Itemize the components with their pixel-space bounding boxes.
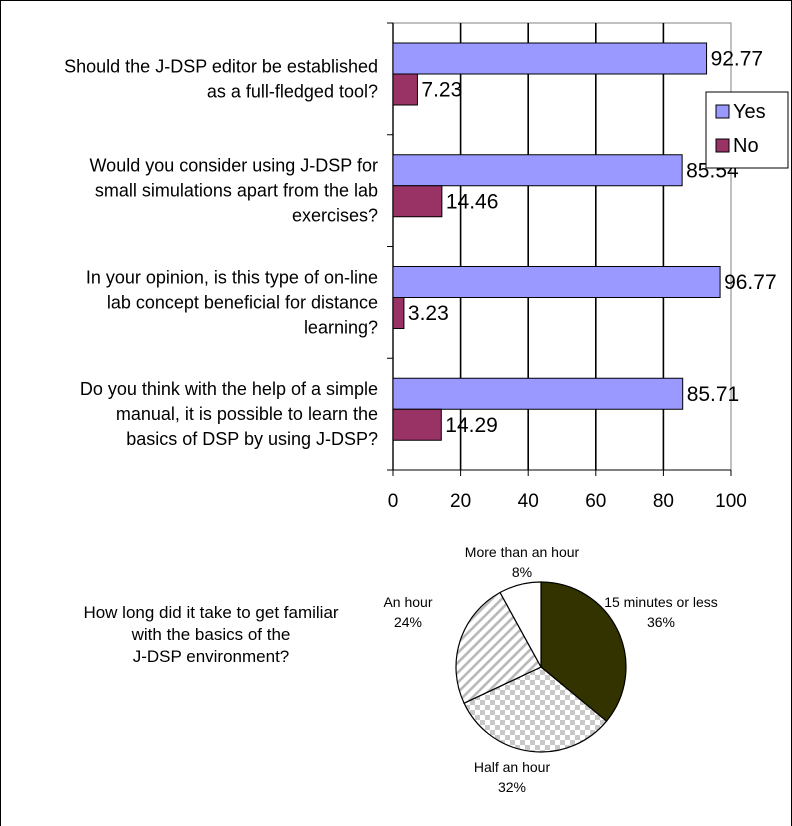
pie-slice — [455, 591, 542, 704]
x-tick-label: 60 — [585, 491, 606, 512]
pie-slice-percent: 8% — [512, 564, 532, 580]
pie-slice-percent: 36% — [647, 614, 675, 630]
category-label-line: manual, it is possible to learn the — [116, 404, 378, 424]
legend-swatch-yes — [715, 104, 730, 119]
data-label-yes: 92.77 — [711, 48, 764, 71]
category-label-line: learning? — [304, 317, 378, 337]
category-label: Do you think with the help of a simple ma… — [80, 379, 378, 449]
legend-label-no: No — [733, 135, 759, 157]
bar-yes — [392, 266, 721, 298]
category-label-line: Would you consider using J-DSP for — [90, 156, 378, 176]
category-label: In your opinion, is this type of on-line… — [86, 267, 378, 337]
data-label-no: 3.23 — [408, 302, 449, 325]
data-label-no: 14.29 — [445, 414, 498, 437]
pie-slice-name: More than an hour — [465, 544, 580, 560]
category-label-line: basics of DSP by using J-DSP? — [126, 429, 378, 449]
bar-yes — [392, 377, 684, 410]
pie-question-line: with the basics of the — [131, 625, 291, 644]
category-label-line: Do you think with the help of a simple — [80, 379, 378, 399]
x-tick-label: 0 — [388, 491, 399, 512]
x-tick-label: 40 — [518, 491, 539, 512]
bar-yes — [392, 42, 708, 75]
data-label-yes: 96.77 — [724, 271, 777, 294]
x-tick-label: 100 — [715, 491, 747, 512]
category-label-line: as a full-fledged tool? — [207, 81, 378, 101]
legend-label-yes: Yes — [733, 101, 766, 123]
category-label: Should the J-DSP editor be established as… — [64, 56, 378, 101]
pie-slice-label: Half an hour 32% — [474, 759, 551, 795]
pie-slice-name: Half an hour — [474, 759, 551, 775]
data-label-no: 7.23 — [421, 79, 462, 102]
bar-no — [392, 185, 443, 218]
pie-slice — [499, 581, 542, 668]
bar-no — [392, 73, 418, 106]
pie-slice-name: 15 minutes or less — [604, 594, 718, 610]
bar-no — [392, 408, 442, 441]
category-label-line: small simulations apart from the lab — [95, 181, 378, 201]
bar-yes — [392, 154, 683, 187]
pie-chart: 15 minutes or less 36% Half an hour 32% An h… — [83, 544, 717, 795]
pie-question-line: J-DSP environment? — [133, 647, 290, 666]
legend-swatch-no — [715, 138, 730, 153]
pie-slice-percent: 24% — [394, 614, 422, 630]
pie-slice — [540, 581, 627, 723]
category-label-line: Should the J-DSP editor be established — [64, 56, 378, 76]
pie-slice-label: More than an hour 8% — [465, 544, 580, 580]
pie-slice — [463, 666, 608, 753]
data-label-no: 14.46 — [446, 190, 499, 213]
data-label-yes: 85.71 — [687, 383, 740, 406]
category-label-line: lab concept beneficial for distance — [107, 292, 378, 312]
legend: Yes No — [705, 91, 789, 169]
category-label-line: In your opinion, is this type of on-line — [86, 267, 378, 287]
pie-slice-name: An hour — [383, 594, 432, 610]
category-label-line: exercises? — [292, 206, 378, 226]
bar-chart: 0 20 40 60 80 100 92.77 7.23 Should the J-DSP ed… — [64, 22, 789, 512]
pie-slice-percent: 32% — [498, 779, 526, 795]
x-tick-label: 80 — [653, 491, 674, 512]
pie-slice-label: 15 minutes or less 36% — [604, 594, 718, 630]
bar-no — [392, 297, 405, 329]
pie-slice-label: An hour 24% — [383, 594, 432, 630]
x-tick-label: 20 — [450, 491, 471, 512]
category-label: Would you consider using J-DSP for small … — [90, 156, 378, 226]
pie-question-line: How long did it take to get familiar — [83, 603, 338, 622]
pie-question: How long did it take to get familiar with… — [83, 603, 338, 666]
